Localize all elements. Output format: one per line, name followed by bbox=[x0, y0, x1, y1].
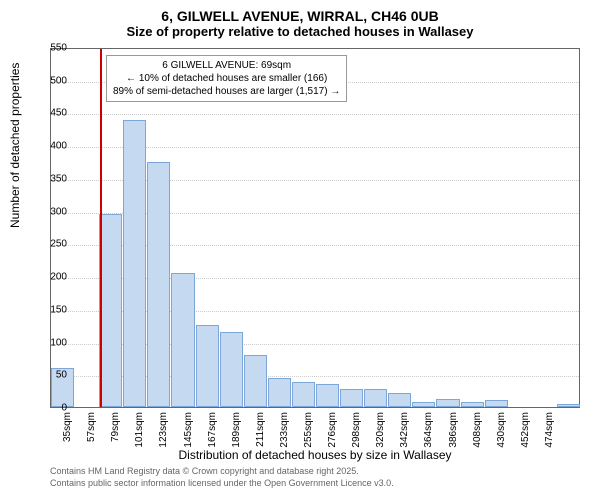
histogram-bar bbox=[340, 389, 363, 407]
chart-subtitle: Size of property relative to detached ho… bbox=[0, 24, 600, 43]
x-tick-label: 364sqm bbox=[423, 412, 434, 462]
y-tick-label: 300 bbox=[37, 206, 67, 217]
histogram-bar bbox=[196, 325, 219, 407]
x-tick-label: 276sqm bbox=[327, 412, 338, 462]
histogram-bar bbox=[388, 393, 411, 407]
chart-container: 6, GILWELL AVENUE, WIRRAL, CH46 0UB Size… bbox=[0, 0, 600, 500]
x-tick-label: 189sqm bbox=[231, 412, 242, 462]
histogram-bar bbox=[171, 273, 194, 407]
x-tick-label: 430sqm bbox=[496, 412, 507, 462]
histogram-bar bbox=[123, 120, 146, 407]
x-tick-label: 145sqm bbox=[183, 412, 194, 462]
x-tick-label: 255sqm bbox=[303, 412, 314, 462]
chart-footer: Contains HM Land Registry data © Crown c… bbox=[50, 466, 394, 489]
x-tick-label: 211sqm bbox=[255, 412, 266, 462]
y-tick-label: 150 bbox=[37, 304, 67, 315]
x-tick-label: 167sqm bbox=[207, 412, 218, 462]
y-tick-label: 350 bbox=[37, 173, 67, 184]
histogram-bar bbox=[316, 384, 339, 407]
annotation-box: 6 GILWELL AVENUE: 69sqm← 10% of detached… bbox=[106, 55, 347, 102]
x-tick-label: 57sqm bbox=[86, 412, 97, 462]
x-tick-label: 298sqm bbox=[351, 412, 362, 462]
reference-line bbox=[100, 49, 102, 407]
plot-area: 6 GILWELL AVENUE: 69sqm← 10% of detached… bbox=[50, 48, 580, 408]
histogram-bar bbox=[99, 214, 122, 407]
y-tick-label: 450 bbox=[37, 108, 67, 119]
footer-line2: Contains public sector information licen… bbox=[50, 478, 394, 490]
x-tick-label: 79sqm bbox=[110, 412, 121, 462]
histogram-bar bbox=[364, 389, 387, 407]
x-tick-label: 101sqm bbox=[134, 412, 145, 462]
histogram-bar bbox=[147, 162, 170, 407]
x-tick-label: 320sqm bbox=[375, 412, 386, 462]
x-tick-label: 386sqm bbox=[448, 412, 459, 462]
x-tick-label: 35sqm bbox=[62, 412, 73, 462]
y-tick-label: 400 bbox=[37, 141, 67, 152]
histogram-bar bbox=[461, 402, 484, 407]
histogram-bar bbox=[244, 355, 267, 407]
x-tick-label: 474sqm bbox=[544, 412, 555, 462]
x-tick-label: 123sqm bbox=[158, 412, 169, 462]
histogram-bar bbox=[436, 399, 459, 407]
footer-line1: Contains HM Land Registry data © Crown c… bbox=[50, 466, 394, 478]
y-tick-label: 50 bbox=[37, 370, 67, 381]
histogram-bar bbox=[412, 402, 435, 407]
x-tick-label: 408sqm bbox=[472, 412, 483, 462]
annotation-line2: ← 10% of detached houses are smaller (16… bbox=[113, 72, 340, 85]
y-axis-label: Number of detached properties bbox=[8, 63, 22, 228]
histogram-bar bbox=[557, 404, 580, 407]
histogram-bar bbox=[268, 378, 291, 407]
y-tick-label: 200 bbox=[37, 272, 67, 283]
x-tick-label: 233sqm bbox=[279, 412, 290, 462]
annotation-line3: 89% of semi-detached houses are larger (… bbox=[113, 85, 340, 98]
histogram-bar bbox=[292, 382, 315, 407]
y-tick-label: 550 bbox=[37, 43, 67, 54]
x-tick-label: 452sqm bbox=[520, 412, 531, 462]
chart-title: 6, GILWELL AVENUE, WIRRAL, CH46 0UB bbox=[0, 0, 600, 24]
histogram-bar bbox=[220, 332, 243, 407]
y-tick-label: 250 bbox=[37, 239, 67, 250]
x-tick-label: 342sqm bbox=[399, 412, 410, 462]
histogram-bar bbox=[485, 400, 508, 407]
y-tick-label: 500 bbox=[37, 75, 67, 86]
annotation-line1: 6 GILWELL AVENUE: 69sqm bbox=[113, 59, 340, 72]
grid-line bbox=[51, 114, 579, 115]
y-tick-label: 100 bbox=[37, 337, 67, 348]
